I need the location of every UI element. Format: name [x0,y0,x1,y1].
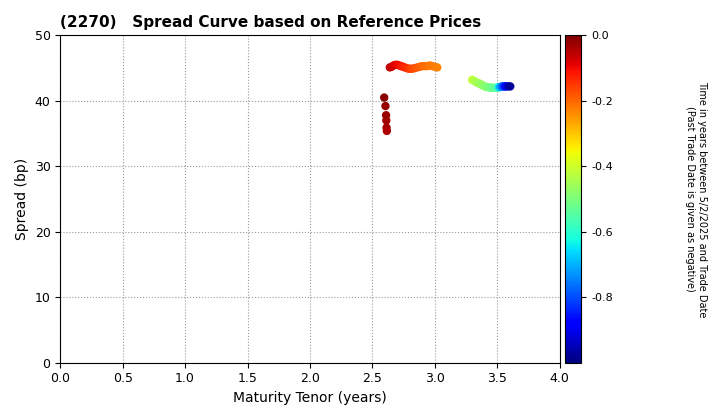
Point [379,94,390,101]
Point [381,128,392,134]
Point [399,64,410,71]
Point [409,65,420,71]
Point [405,66,416,72]
Point [493,84,505,90]
Y-axis label: Time in years between 5/2/2025 and Trade Date
(Past Trade Date is given as negat: Time in years between 5/2/2025 and Trade… [685,81,706,317]
Point [492,84,503,91]
Point [416,63,428,69]
Point [469,78,480,84]
Point [500,83,511,90]
Point [487,84,498,91]
Point [426,63,438,69]
Point [407,66,418,72]
Point [393,62,405,69]
Point [388,62,400,69]
Point [429,63,441,70]
Point [481,84,492,90]
Point [475,81,487,88]
Point [386,63,397,70]
Point [473,80,485,87]
Point [402,66,414,72]
Point [490,84,502,91]
Point [503,83,514,90]
Point [479,83,490,90]
Point [477,82,488,89]
Point [488,84,500,91]
Point [495,84,506,90]
Point [501,83,513,90]
Point [424,62,436,69]
Point [397,63,409,70]
Point [431,64,443,71]
Point [381,124,392,131]
Point [380,112,392,118]
Point [474,80,485,87]
Point [496,83,508,90]
Point [419,63,431,69]
Point [471,79,482,86]
Point [497,83,508,90]
Point [467,76,478,83]
Point [390,61,401,68]
Point [482,84,494,90]
X-axis label: Maturity Tenor (years): Maturity Tenor (years) [233,391,387,405]
Point [412,64,423,71]
Point [485,84,496,91]
Point [414,63,426,70]
Y-axis label: Spread (bp): Spread (bp) [15,158,29,240]
Point [498,83,510,90]
Point [477,82,489,89]
Point [421,63,433,69]
Point [379,102,391,109]
Text: (2270)   Spread Curve based on Reference Prices: (2270) Spread Curve based on Reference P… [60,15,482,30]
Point [381,117,392,124]
Point [384,64,395,71]
Point [392,61,403,68]
Point [401,65,413,71]
Point [505,83,516,90]
Point [395,63,407,69]
